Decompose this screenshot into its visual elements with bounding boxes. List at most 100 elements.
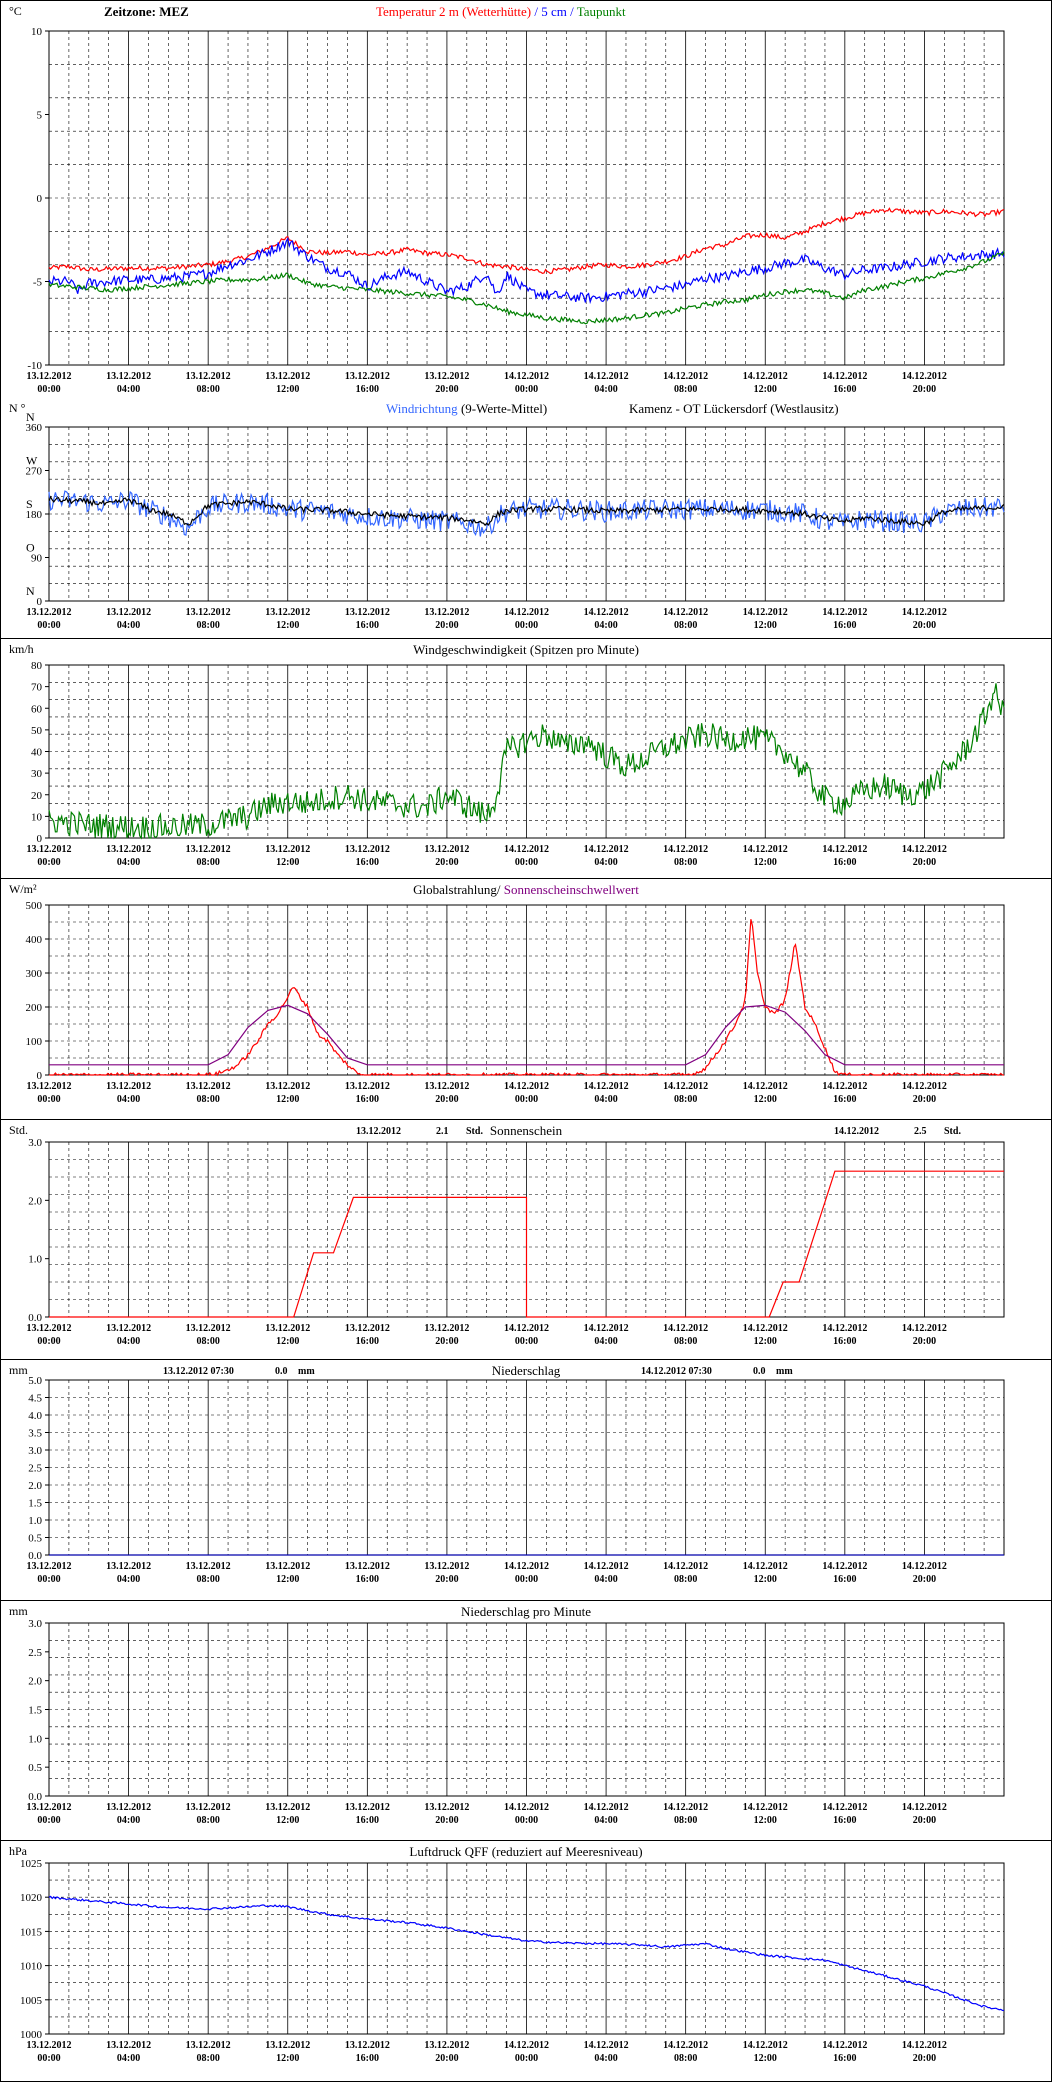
x-tick-time: 04:00 — [117, 1336, 140, 1347]
precipitation-per-minute-panel: 0.0 0.5 1.0 1.5 2.0 2.5 3.0 mm 13.12.2012 00:00 13… — [0, 1601, 1052, 1841]
x-tick-time: 00:00 — [37, 1094, 60, 1105]
grid — [48, 664, 1005, 839]
x-tick-date: 13.12.2012 — [265, 1802, 310, 1813]
x-tick-date: 13.12.2012 — [106, 607, 151, 618]
y-tick-label: 60 — [31, 703, 43, 715]
y-tick-label: 0.5 — [28, 1533, 42, 1545]
chart-title: Niederschlag pro Minute — [461, 1604, 591, 1619]
global-radiation-panel: 0 100 200 300 400 500 W/m² 13.12.2012 00:00 13.12… — [0, 879, 1052, 1120]
y-tick-label: 1000 — [20, 2029, 43, 2041]
unit-label: mm — [9, 1604, 28, 1618]
x-tick-time: 20:00 — [913, 1815, 936, 1826]
x-tick-time: 08:00 — [674, 1094, 697, 1105]
x-tick-date: 14.12.2012 — [902, 1802, 947, 1813]
x-tick-time: 12:00 — [276, 620, 299, 631]
x-tick-time: 04:00 — [117, 1815, 140, 1826]
x-tick-time: 04:00 — [117, 384, 140, 395]
y-tick-label: 180 — [26, 509, 43, 521]
x-tick-time: 20:00 — [913, 1574, 936, 1585]
x-tick-time: 12:00 — [276, 1094, 299, 1105]
x-tick-date: 14.12.2012 — [504, 1802, 549, 1813]
x-tick-date: 13.12.2012 — [27, 1802, 72, 1813]
x-tick-time: 16:00 — [356, 384, 379, 395]
x-tick-date: 13.12.2012 — [186, 1561, 231, 1572]
x-tick-date: 13.12.2012 — [424, 1081, 469, 1092]
x-tick-time: 16:00 — [833, 1336, 856, 1347]
x-tick-date: 14.12.2012 — [822, 371, 867, 382]
x-tick-date: 14.12.2012 — [663, 1561, 708, 1572]
x-tick-time: 16:00 — [833, 2053, 856, 2064]
chart-title: Sonnenschein — [490, 1123, 563, 1138]
y-tick-label: 70 — [31, 682, 43, 694]
x-tick-time: 04:00 — [594, 620, 617, 631]
y-tick-label: 1025 — [20, 1858, 43, 1870]
x-tick-time: 12:00 — [754, 1336, 777, 1347]
x-tick-date: 13.12.2012 — [27, 607, 72, 618]
x-tick-time: 00:00 — [515, 1574, 538, 1585]
x-tick-date: 14.12.2012 — [584, 1561, 629, 1572]
y-tick-label: 0.0 — [28, 1550, 42, 1562]
x-tick-date: 14.12.2012 — [504, 1323, 549, 1334]
x-tick-date: 13.12.2012 — [345, 1561, 390, 1572]
x-tick-date: 13.12.2012 — [106, 1802, 151, 1813]
x-tick-time: 08:00 — [674, 1815, 697, 1826]
x-tick-date: 13.12.2012 — [345, 1802, 390, 1813]
y-tick-label: 90 — [31, 553, 43, 565]
x-tick-date: 14.12.2012 — [584, 2040, 629, 2051]
x-tick-date: 13.12.2012 — [424, 2040, 469, 2051]
y-tick-label: 0.5 — [28, 1762, 42, 1774]
x-tick-time: 12:00 — [276, 384, 299, 395]
sunshine-panel: 0.0 1.0 2.0 3.0 Std. 13.12.2012 00:00 13.12.201… — [0, 1120, 1052, 1360]
x-tick-time: 20:00 — [913, 2053, 936, 2064]
x-tick-time: 08:00 — [196, 1815, 219, 1826]
x-tick-date: 13.12.2012 — [106, 1081, 151, 1092]
x-tick-date: 14.12.2012 — [584, 371, 629, 382]
x-tick-date: 14.12.2012 — [822, 2040, 867, 2051]
x-tick-date: 14.12.2012 — [663, 2040, 708, 2051]
x-tick-date: 14.12.2012 — [743, 1081, 788, 1092]
x-tick-time: 08:00 — [196, 384, 219, 395]
x-tick-time: 04:00 — [594, 2053, 617, 2064]
x-tick-time: 16:00 — [833, 1815, 856, 1826]
series-line — [48, 490, 1005, 537]
series-line — [48, 207, 1005, 275]
x-tick-time: 04:00 — [117, 857, 140, 868]
annotation-unit: Std. — [944, 1126, 961, 1137]
chart-title: Globalstrahlung/ Sonnenscheinschwellwert — [413, 882, 639, 897]
x-tick-date: 14.12.2012 — [504, 844, 549, 855]
y-tick-label: -10 — [27, 360, 42, 372]
x-tick-date: 13.12.2012 — [106, 1323, 151, 1334]
x-tick-date: 14.12.2012 — [663, 1323, 708, 1334]
x-tick-date: 13.12.2012 — [345, 607, 390, 618]
x-tick-date: 13.12.2012 — [106, 844, 151, 855]
x-tick-date: 13.12.2012 — [265, 1561, 310, 1572]
x-tick-date: 14.12.2012 — [584, 1081, 629, 1092]
y-tick-label: 1.5 — [28, 1498, 42, 1510]
x-tick-date: 13.12.2012 — [345, 371, 390, 382]
x-tick-date: 14.12.2012 — [663, 1081, 708, 1092]
y-tick-label: 50 — [31, 725, 43, 737]
x-tick-date: 14.12.2012 — [822, 1323, 867, 1334]
wind_speed-svg: 0 10 20 30 40 50 60 70 80 km/h 13.12.2012 00:00 13.1… — [9, 642, 1005, 868]
y-tick-label: 30 — [31, 768, 43, 780]
chart-title-part: Taupunkt — [577, 4, 626, 19]
annotation-date: 13.12.2012 07:30 — [163, 1366, 234, 1377]
y-tick-label: 2.0 — [28, 1195, 42, 1207]
x-tick-date: 14.12.2012 — [584, 1323, 629, 1334]
temperature-svg: -10 -5 0 5 10 °C 13.12.2012 00:00 13.12.2012 04:0… — [9, 4, 1005, 395]
y-tick-label: 270 — [26, 466, 43, 478]
series-line — [48, 1895, 1005, 2012]
y-tick-label: 1.0 — [28, 1254, 42, 1266]
x-tick-time: 20:00 — [435, 2053, 458, 2064]
x-tick-date: 13.12.2012 — [424, 1323, 469, 1334]
y-tick-label: 0 — [37, 193, 43, 205]
x-tick-time: 08:00 — [196, 1336, 219, 1347]
x-tick-time: 12:00 — [754, 1815, 777, 1826]
pressure-panel: 1000 1005 1010 1015 1020 1025 hPa 13.12.2012 00:… — [0, 1841, 1052, 2082]
grid — [48, 904, 1005, 1076]
zone-label: Zeitzone: MEZ — [104, 4, 189, 19]
x-tick-time: 12:00 — [276, 857, 299, 868]
x-tick-date: 13.12.2012 — [265, 844, 310, 855]
x-tick-time: 08:00 — [674, 1336, 697, 1347]
